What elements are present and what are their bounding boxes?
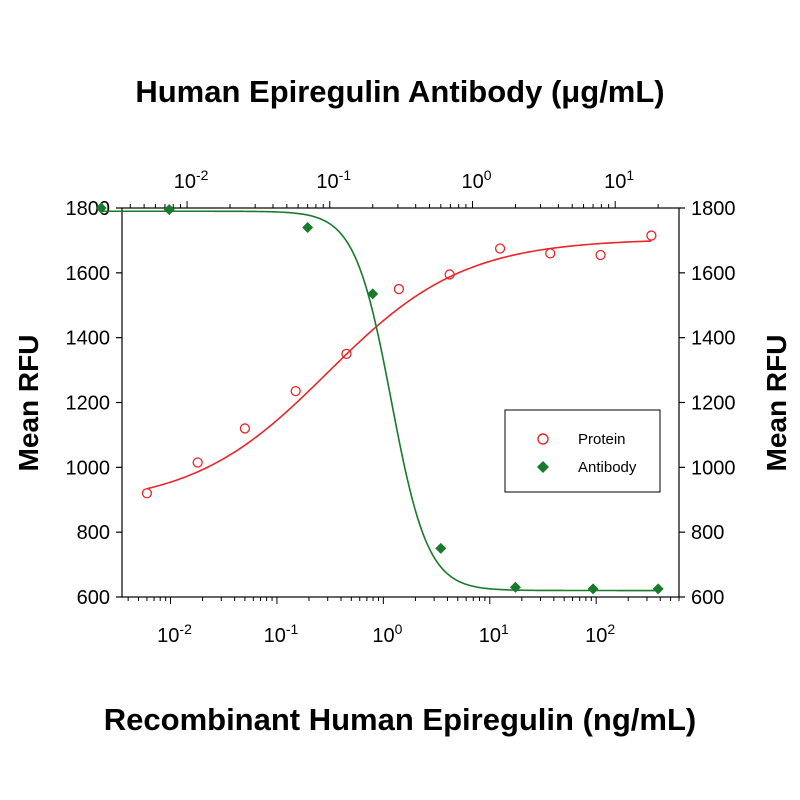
- antibody-point: [587, 583, 599, 595]
- protein-point: [192, 457, 203, 468]
- antibody-point: [509, 581, 521, 593]
- x-top-tick-label: 101: [604, 167, 634, 193]
- protein-point: [239, 423, 251, 434]
- x-top-tick-label: 10-2: [174, 167, 209, 193]
- x-bottom-tick-label-exponent: 0: [395, 621, 403, 637]
- y-right-tick-label: 1200: [691, 393, 736, 415]
- x-top-tick-label-base: 10: [461, 171, 483, 193]
- x-bottom-tick-label: 100: [372, 621, 402, 647]
- legend-protein-label: Protein: [578, 431, 626, 448]
- protein-point: [393, 283, 405, 295]
- protein-point: [444, 269, 455, 280]
- x-top-tick-label-base: 10: [604, 171, 626, 193]
- x-top-tick-label: 100: [461, 167, 491, 193]
- x-bottom-tick-label: 10-1: [264, 621, 299, 647]
- protein-point: [646, 230, 657, 241]
- protein-point: [141, 488, 153, 499]
- y-right-tick-label: 800: [691, 522, 724, 544]
- left-axis-title: Mean RFU: [13, 335, 44, 472]
- x-bottom-tick-label-base: 10: [585, 625, 607, 647]
- x-bottom-tick-label-base: 10: [157, 625, 179, 647]
- y-left-tick-label: 800: [77, 522, 110, 544]
- y-left-tick-label: 600: [77, 587, 110, 609]
- antibody-point: [652, 583, 664, 595]
- legend-box: [504, 409, 661, 493]
- legend-protein-marker: [537, 433, 549, 445]
- y-left-tick-label: 1800: [66, 198, 111, 220]
- x-bottom-tick-label: 101: [479, 621, 509, 647]
- x-top-tick-label: 10-1: [316, 167, 351, 193]
- protein-point: [595, 249, 606, 261]
- y-left-tick-label: 1400: [66, 328, 111, 350]
- y-right-tick-label: 1400: [691, 328, 736, 350]
- fit-curve-1: [101, 210, 659, 592]
- y-left-tick-label: 1600: [66, 263, 111, 285]
- x-top-tick-label-exponent: 1: [626, 167, 634, 183]
- y-right-tick-label: 1800: [691, 198, 736, 220]
- y-right-tick-label: 1000: [691, 457, 736, 479]
- x-top-tick-label-exponent: 0: [484, 167, 492, 183]
- protein-point: [341, 348, 352, 360]
- plot-frame: [121, 207, 680, 598]
- antibody-point: [435, 542, 447, 554]
- x-bottom-tick-label-exponent: 2: [607, 621, 615, 637]
- x-bottom-tick-label: 10-2: [157, 621, 192, 647]
- x-bottom-tick-label-exponent: -1: [286, 621, 299, 637]
- x-bottom-tick-label-base: 10: [372, 625, 394, 647]
- y-right-tick-label: 600: [691, 587, 724, 609]
- antibody-point: [367, 288, 379, 300]
- legend-antibody-label: Antibody: [578, 459, 637, 476]
- x-bottom-tick-label-exponent: 1: [501, 621, 509, 637]
- x-bottom-tick-label: 102: [585, 621, 615, 647]
- right-axis-title: Mean RFU: [761, 335, 792, 472]
- x-bottom-tick-label-exponent: -2: [179, 621, 192, 637]
- fit-curve-0: [146, 240, 652, 490]
- data-points: [95, 202, 664, 595]
- x-bottom-tick-label-base: 10: [479, 625, 501, 647]
- y-right-tick-label: 1600: [691, 263, 736, 285]
- x-bottom-tick-label-base: 10: [264, 625, 286, 647]
- protein-point: [494, 243, 506, 254]
- antibody-point: [163, 204, 175, 216]
- bottom-axis-title: Recombinant Human Epiregulin (ng/mL): [104, 702, 696, 737]
- x-top-tick-label-exponent: -1: [339, 167, 352, 183]
- y-left-tick-label: 1000: [66, 457, 111, 479]
- protein-point: [290, 386, 301, 397]
- y-left-tick-label: 1200: [66, 393, 111, 415]
- x-top-tick-label-exponent: -2: [196, 167, 209, 183]
- fit-curves: [101, 210, 659, 592]
- x-top-tick-label-base: 10: [174, 171, 196, 193]
- top-axis-title: Human Epiregulin Antibody (μg/mL): [135, 74, 664, 109]
- antibody-point: [95, 202, 107, 214]
- legend-antibody-marker: [537, 461, 549, 473]
- legend: Protein Antibody: [504, 409, 661, 493]
- protein-point: [545, 248, 556, 259]
- antibody-point: [302, 221, 314, 233]
- x-top-tick-label-base: 10: [316, 171, 338, 193]
